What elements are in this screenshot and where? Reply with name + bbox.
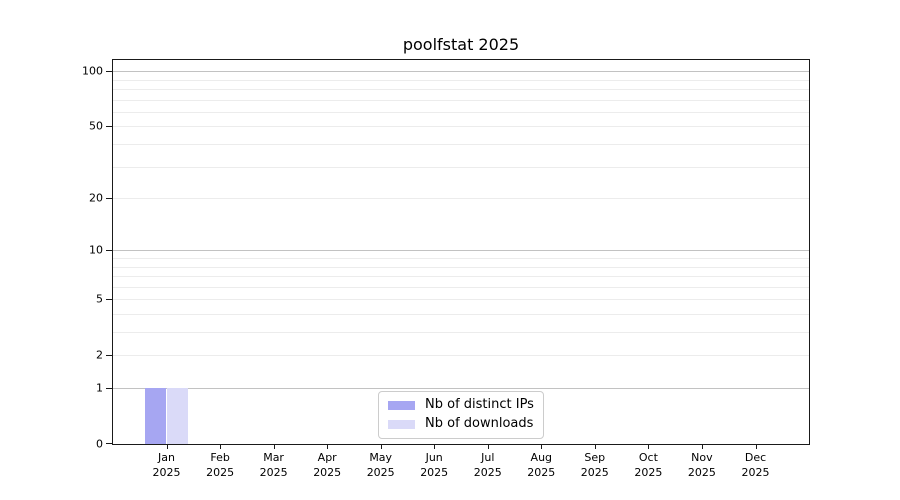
x-tick-jun — [434, 445, 436, 449]
minor-gridline-40 — [113, 144, 809, 145]
y-tick-label-50: 50 — [89, 119, 103, 133]
y-tick-20 — [106, 198, 112, 200]
legend-item-distinct-ips: Nb of distinct IPs — [388, 397, 534, 413]
x-tick-label-jun: Jun 2025 — [420, 451, 449, 479]
minor-gridline-50 — [113, 126, 809, 128]
x-tick-dec — [755, 445, 757, 449]
plot-area: 0 1 2 5 10 20 50 100 Jan 2025 Feb 2025 Mar 2025 Apr 202… — [82, 59, 810, 479]
x-tick-feb — [220, 445, 222, 449]
x-tick-label-may: May 2025 — [366, 451, 395, 479]
x-tick-may — [380, 445, 382, 449]
minor-gridline-80 — [113, 89, 809, 90]
chart-title: poolfstat 2025 — [402, 35, 520, 54]
x-tick-label-sep: Sep 2025 — [580, 451, 609, 479]
bar-nb-of-distinct-ips-jan — [145, 388, 167, 444]
minor-gridline-20 — [113, 198, 809, 200]
minor-gridline-9 — [113, 258, 809, 259]
y-tick-label-10: 10 — [89, 243, 103, 257]
x-tick-label-jan: Jan 2025 — [152, 451, 181, 479]
x-tick-sep — [594, 445, 596, 449]
x-tick-aug — [541, 445, 543, 449]
x-tick-mar — [273, 445, 275, 449]
x-tick-nov — [701, 445, 703, 449]
bar-nb-of-downloads-jan — [166, 388, 188, 444]
y-tick-label-0: 0 — [96, 437, 103, 451]
minor-gridline-6 — [113, 286, 809, 288]
x-tick-jul — [487, 445, 489, 449]
legend-item-downloads: Nb of downloads — [388, 416, 534, 432]
minor-gridline-30 — [113, 166, 809, 168]
legend: Nb of distinct IPs Nb of downloads — [378, 391, 544, 439]
y-tick-50 — [106, 126, 112, 128]
y-tick-100 — [106, 71, 112, 73]
x-tick-label-feb: Feb 2025 — [206, 451, 235, 479]
y-tick-2 — [106, 355, 112, 357]
y-tick-label-100: 100 — [82, 64, 103, 78]
x-tick-label-dec: Dec 2025 — [741, 451, 770, 479]
downloads-swatch — [388, 419, 415, 429]
y-tick-label-2: 2 — [96, 348, 103, 362]
x-tick-apr — [327, 445, 329, 449]
x-tick-label-apr: Apr 2025 — [313, 451, 342, 479]
minor-gridline-7 — [113, 276, 809, 277]
minor-gridline-8 — [113, 266, 809, 268]
major-gridline-100 — [113, 71, 809, 73]
y-tick-0 — [106, 443, 112, 444]
x-tick-label-oct: Oct 2025 — [634, 451, 663, 479]
x-tick-label-nov: Nov 2025 — [687, 451, 716, 479]
minor-gridline-90 — [113, 79, 809, 81]
minor-gridline-60 — [113, 111, 809, 113]
legend-label-downloads: Nb of downloads — [425, 416, 534, 432]
legend-label-distinct-ips: Nb of distinct IPs — [425, 397, 534, 412]
x-tick-oct — [648, 445, 650, 449]
y-tick-5 — [106, 299, 112, 301]
minor-gridline-70 — [113, 99, 809, 101]
x-tick-label-aug: Aug 2025 — [527, 451, 556, 479]
y-tick-10 — [106, 250, 112, 252]
x-tick-label-mar: Mar 2025 — [259, 451, 288, 479]
minor-gridline-2 — [113, 355, 809, 357]
y-tick-label-20: 20 — [89, 191, 103, 205]
major-gridline-10 — [113, 250, 809, 252]
y-tick-1 — [106, 388, 112, 389]
x-tick-jan — [166, 445, 168, 449]
minor-gridline-4 — [113, 314, 809, 315]
y-tick-label-5: 5 — [96, 292, 103, 306]
y-tick-label-1: 1 — [96, 381, 103, 395]
minor-gridline-3 — [113, 332, 809, 333]
x-tick-label-jul: Jul 2025 — [473, 451, 502, 479]
distinct-ips-swatch — [388, 400, 415, 410]
minor-gridline-5 — [113, 299, 809, 301]
major-gridline-1 — [113, 388, 809, 389]
